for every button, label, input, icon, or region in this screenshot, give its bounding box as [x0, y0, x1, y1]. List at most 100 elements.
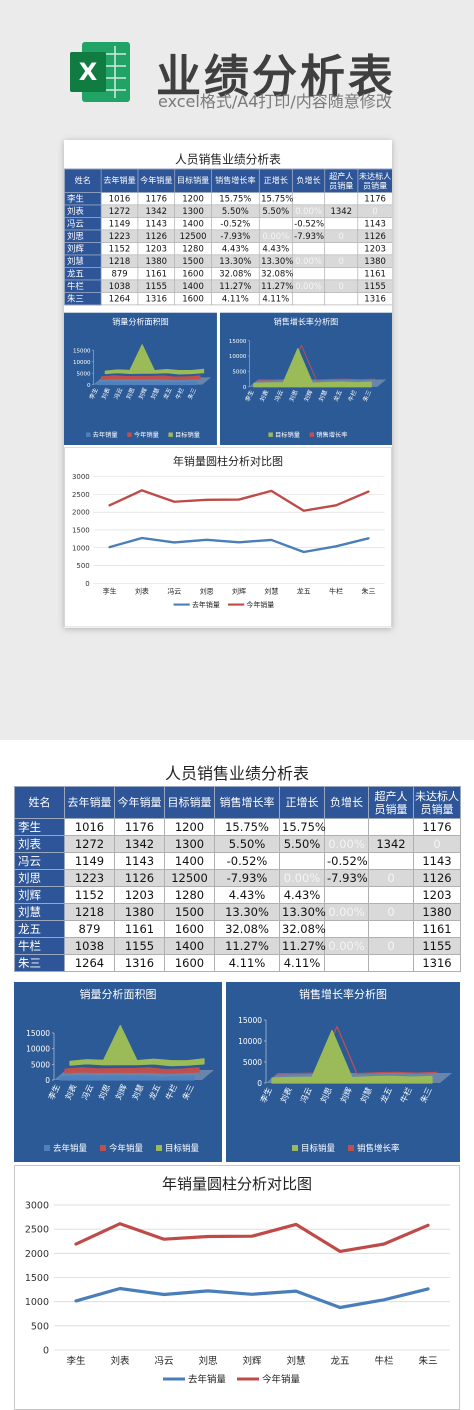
table-cell: 15.75%: [214, 818, 280, 836]
legend-label: 目标销量: [175, 430, 200, 439]
table-cell: 1500: [164, 903, 215, 921]
y-tick-label: 5000: [31, 1060, 50, 1069]
sheet-title: 人员销售业绩分析表: [164, 764, 309, 783]
table-cell: 1600: [174, 292, 212, 306]
table-row: 李生 1016 1176 1200 15.75% 15.75% 1176: [14, 818, 461, 836]
table-cell: 13.30%: [279, 903, 326, 921]
x-tick-label: 刘辉: [242, 1355, 262, 1367]
table-cell: 1380: [137, 254, 176, 268]
table-cell: 1400: [164, 937, 215, 955]
row-name: 冯云: [14, 852, 65, 870]
table-cell: 1143: [413, 852, 461, 870]
table-cell: 0: [324, 254, 359, 268]
y-tick-label: 10000: [238, 1037, 262, 1046]
table-cell: [291, 267, 326, 281]
column-header: 超产人员销量: [368, 786, 414, 819]
table-cell: [279, 852, 325, 870]
table-cell: [368, 886, 414, 904]
line-series: [74, 1286, 430, 1310]
table-cell: 1316: [114, 954, 165, 972]
y-tick-label: 1500: [25, 1273, 49, 1284]
table-row: 刘思 1223 1126 12500 -7.93% 0.00% -7.93% 0 1126: [64, 229, 392, 243]
area-series: [64, 1067, 200, 1074]
y-tick-label: 2000: [72, 509, 90, 517]
legend-label: 去年销量: [93, 430, 118, 439]
y-tick-label: 5000: [232, 370, 246, 376]
table-cell: 1126: [413, 869, 461, 887]
chart-title: 年销量圆柱分析对比图: [173, 454, 283, 468]
y-tick-label: 1500: [72, 526, 90, 534]
table-cell: -7.93%: [324, 869, 369, 887]
icon-label: X: [79, 58, 98, 86]
x-tick-label: 刘思: [200, 587, 214, 596]
column-header: 去年销量: [64, 786, 115, 819]
legend-label: 今年销量: [262, 1374, 301, 1386]
thumbnail-paper: 人员销售业绩分析表 姓名 去年销量 今年销量 目标销量 销售增长率 正增长 负增长 超产人员销量…: [64, 140, 392, 628]
chart-title: 年销量圆柱分析对比图: [162, 1175, 312, 1193]
y-tick-label: 10000: [26, 1045, 50, 1054]
legend-swatch: [168, 432, 173, 437]
legend-label: 今年销量: [134, 430, 159, 439]
table-cell: 11.27%: [214, 937, 280, 955]
table-cell: 15.75%: [211, 192, 260, 206]
table-cell: 1400: [174, 217, 212, 231]
table-cell: 1300: [174, 204, 212, 218]
table-cell: 1600: [164, 920, 215, 938]
area-series: [104, 344, 205, 375]
table-cell: 0.00%: [324, 937, 369, 955]
table-cell: 4.11%: [214, 954, 280, 972]
table-cell: 1600: [164, 954, 215, 972]
table-cell: 4.11%: [279, 954, 325, 972]
column-header: 超产人员销量: [324, 168, 359, 193]
x-tick-label: 龙五: [330, 1355, 349, 1367]
row-name: 刘思: [64, 229, 102, 243]
table-cell: 4.43%: [279, 886, 325, 904]
table-row: 朱三 1264 1316 1600 4.11% 4.11% 1316: [64, 292, 392, 306]
y-tick-label: 2500: [25, 1225, 49, 1236]
sheet-title: 人员销售业绩分析表: [175, 152, 281, 167]
chart-title: 销量分析面积图: [80, 987, 157, 1001]
table-cell: -0.52%: [214, 852, 280, 870]
y-tick-label: 3000: [25, 1201, 49, 1212]
table-cell: 0.00%: [324, 835, 369, 853]
table-cell: 1038: [100, 279, 139, 293]
legend-label: 今年销量: [246, 600, 274, 609]
table-cell: 1161: [413, 920, 461, 938]
table-cell: 1280: [174, 242, 212, 256]
area-series: [271, 1029, 433, 1084]
table-cell: [291, 192, 326, 206]
table-cell: 0: [368, 903, 414, 921]
table-cell: 32.08%: [258, 267, 294, 281]
column-header: 姓名: [14, 786, 65, 819]
legend-swatch: [268, 432, 273, 437]
table-cell: 1280: [164, 886, 215, 904]
row-name: 朱三: [14, 954, 65, 972]
x-tick-label: 牛栏: [374, 1355, 394, 1367]
legend-label: 销售增长率: [316, 430, 347, 439]
table-cell: 1400: [174, 279, 212, 293]
table-row: 牛栏 1038 1155 1400 11.27% 11.27% 0.00% 0 1155: [14, 937, 461, 955]
y-tick-label: 1000: [25, 1297, 49, 1308]
x-tick-label: 龙五: [297, 587, 311, 596]
legend-swatch: [44, 1145, 50, 1151]
table-cell: 1155: [357, 279, 392, 293]
header-title: 业绩分析表: [156, 50, 397, 103]
legend-label: 去年销量: [53, 1143, 88, 1154]
table-cell: 4.11%: [258, 292, 293, 306]
y-tick-label: 5000: [76, 371, 90, 377]
y-tick-label: 0: [243, 385, 247, 391]
table-cell: -7.93%: [214, 869, 280, 887]
line-series: [74, 1222, 430, 1253]
table-cell: 4.11%: [211, 292, 260, 306]
table-row: 刘慧 1218 1380 1500 13.30% 13.30% 0.00% 0 1380: [14, 903, 461, 921]
header-subtitle: excel格式/A4打印/内容随意修改: [158, 92, 392, 111]
y-tick-label: 15000: [26, 1029, 50, 1038]
legend-label: 去年销量: [192, 600, 220, 609]
y-tick-label: 15000: [238, 1016, 262, 1025]
table-row: 冯云 1149 1143 1400 -0.52% -0.52% 1143: [14, 852, 461, 870]
legend-swatch: [348, 1145, 354, 1151]
table-cell: [258, 217, 293, 231]
column-header: 目标销量: [174, 168, 212, 193]
table-cell: [368, 920, 414, 938]
table-cell: 1272: [100, 204, 139, 218]
